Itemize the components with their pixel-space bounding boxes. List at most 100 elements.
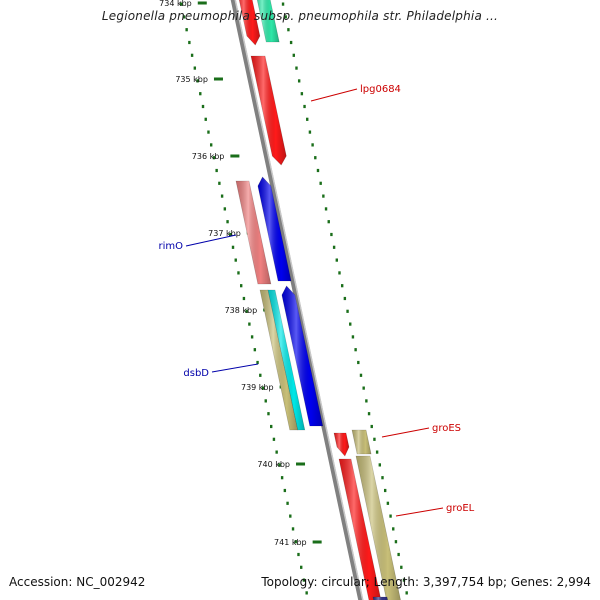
backbone-line: [230, 0, 364, 600]
track-dot: [204, 117, 207, 121]
track-dot: [370, 424, 373, 429]
track-dot: [392, 527, 395, 531]
gene-label-groEL[interactable]: groEL: [446, 503, 475, 514]
backbone: [230, 0, 364, 600]
gene-label-rimO[interactable]: rimO: [158, 241, 183, 252]
track-dot: [292, 53, 295, 57]
track-dot: [272, 437, 276, 441]
scale-tick: [197, 1, 207, 5]
track-dot: [226, 220, 229, 224]
scale-tick-label: 739 kbp: [241, 383, 274, 392]
track-dot: [229, 232, 232, 237]
track-dot: [294, 540, 297, 544]
track-dot: [188, 40, 191, 45]
gene-label-groES[interactable]: groES: [432, 423, 461, 434]
track-dot: [190, 53, 194, 57]
track-dot: [196, 79, 199, 83]
feature-blue-2-shading: [281, 286, 323, 426]
gene-features: [235, 0, 401, 600]
track-dot: [286, 501, 289, 505]
track-dot: [300, 92, 304, 96]
track-dot: [322, 194, 325, 198]
track-dot: [287, 28, 290, 32]
track-dot: [327, 220, 330, 224]
track-dot: [319, 181, 322, 185]
track-dot: [259, 373, 262, 377]
track-dot: [389, 514, 392, 518]
track-dot: [297, 552, 300, 557]
track-dot: [289, 40, 293, 45]
track-dot: [212, 156, 216, 160]
scale-tick: [230, 154, 240, 158]
track-dot: [400, 565, 403, 569]
feature-blue-1-shading: [257, 177, 292, 281]
track-dot: [305, 591, 308, 595]
track-dot: [375, 450, 379, 454]
track-dot: [386, 501, 390, 505]
track-dot: [335, 258, 338, 262]
track-dot: [295, 66, 298, 70]
track-dot: [340, 284, 344, 288]
feature-top-red-shading: [239, 0, 260, 45]
track-dot: [239, 284, 243, 288]
track-dot: [303, 104, 306, 109]
scale-tick: [312, 540, 322, 544]
track-dot: [383, 488, 387, 493]
feature-khaki-3-shading: [356, 456, 401, 600]
genome-title: Legionella pneumophila subsp. pneumophil…: [101, 9, 499, 23]
track-dot: [351, 335, 355, 339]
track-dot: [179, 2, 183, 6]
scale-tick-label: 738 kbp: [225, 306, 258, 315]
track-dot: [330, 232, 333, 237]
track-dot: [207, 130, 210, 134]
gene-labels: lpg0684 rimO dsbD groES groEL: [158, 84, 475, 517]
track-dot: [193, 66, 197, 70]
leader-line-groES: [381, 427, 430, 438]
gene-label-dsbD[interactable]: dsbD: [183, 368, 209, 379]
track-dot: [367, 412, 371, 416]
leader-line-groEL: [395, 507, 444, 517]
track-dot: [218, 181, 221, 185]
track-dot: [215, 168, 218, 173]
track-dot: [394, 540, 398, 544]
sequence-dot-tracks: [179, 2, 408, 595]
track-dot: [253, 348, 257, 352]
track-dot: [306, 117, 309, 121]
track-dot: [297, 79, 301, 83]
feature-top-teal-shading: [257, 0, 280, 42]
track-dot: [234, 258, 237, 262]
track-dot: [185, 28, 188, 32]
track-dot: [275, 450, 278, 454]
track-dot: [256, 360, 259, 365]
track-dot: [381, 476, 384, 480]
scale-tick-label: 736 kbp: [192, 152, 225, 161]
track-dot: [338, 271, 341, 275]
leader-line-dsbD: [211, 363, 259, 373]
feature-groEL-shading: [339, 459, 381, 600]
track-dot: [289, 514, 292, 518]
track-dot: [359, 373, 363, 377]
track-dot: [220, 194, 224, 198]
track-dot: [223, 207, 227, 211]
track-dot: [182, 15, 186, 19]
track-dot: [291, 527, 295, 531]
track-dot: [264, 399, 267, 403]
track-dot: [362, 386, 365, 390]
leader-line-rimO: [185, 234, 237, 247]
track-dot: [278, 463, 281, 467]
scale-tick-label: 735 kbp: [175, 75, 208, 84]
scale-tick: [213, 77, 223, 81]
track-dot: [302, 578, 306, 582]
track-dot: [231, 245, 235, 249]
track-dot: [397, 552, 400, 557]
track-dot: [209, 143, 213, 147]
feature-khaki-2-shading: [352, 430, 372, 454]
feature-lpg0684-shading: [251, 56, 287, 165]
gene-label-lpg0684[interactable]: lpg0684: [360, 84, 401, 95]
leader-line-lpg0684: [310, 88, 358, 102]
track-dot: [308, 130, 312, 134]
track-dot: [357, 360, 360, 365]
track-dot: [405, 591, 408, 595]
track-dot: [300, 565, 303, 569]
